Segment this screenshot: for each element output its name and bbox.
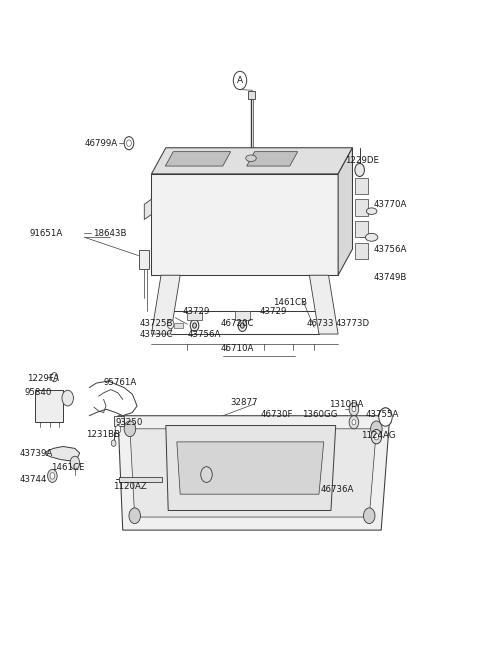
Circle shape	[50, 473, 55, 479]
Text: 43755A: 43755A	[365, 410, 399, 419]
Polygon shape	[165, 152, 231, 166]
Text: 32877: 32877	[230, 398, 258, 407]
Text: 43770A: 43770A	[374, 200, 408, 209]
Circle shape	[233, 71, 247, 90]
Bar	[235, 311, 250, 320]
Circle shape	[352, 420, 356, 425]
Circle shape	[240, 323, 244, 328]
Ellipse shape	[365, 233, 378, 241]
Text: 43749B: 43749B	[374, 273, 408, 282]
Text: 1461CE: 1461CE	[51, 463, 84, 472]
Circle shape	[355, 164, 364, 176]
Text: 95761A: 95761A	[104, 378, 137, 387]
Text: 46710A: 46710A	[221, 344, 254, 353]
Polygon shape	[46, 447, 80, 461]
Bar	[114, 416, 124, 426]
Circle shape	[363, 508, 375, 523]
Circle shape	[127, 140, 132, 147]
Circle shape	[62, 390, 73, 406]
Polygon shape	[144, 199, 152, 219]
Text: 46730F: 46730F	[261, 410, 293, 419]
Polygon shape	[130, 429, 376, 517]
Text: 95840: 95840	[24, 388, 52, 398]
Circle shape	[371, 430, 382, 444]
Circle shape	[371, 421, 382, 437]
Polygon shape	[118, 416, 390, 530]
Circle shape	[129, 508, 141, 523]
Bar	[35, 390, 63, 422]
Text: 46736A: 46736A	[321, 485, 354, 494]
Text: 1360GG: 1360GG	[302, 410, 338, 419]
Text: 1120AZ: 1120AZ	[113, 482, 147, 491]
Circle shape	[379, 408, 392, 426]
Circle shape	[124, 421, 136, 437]
Text: 43756A: 43756A	[374, 244, 408, 253]
Circle shape	[51, 373, 58, 382]
Polygon shape	[355, 178, 368, 194]
Bar	[187, 311, 202, 320]
Text: 1231BB: 1231BB	[86, 430, 120, 440]
Text: 1229FA: 1229FA	[27, 374, 59, 383]
Circle shape	[349, 403, 359, 416]
Text: 43739A: 43739A	[20, 449, 53, 458]
Circle shape	[167, 320, 174, 329]
Text: 93250: 93250	[116, 418, 143, 427]
Text: 43744: 43744	[20, 476, 48, 484]
Bar	[248, 91, 255, 99]
Text: 43730C: 43730C	[140, 329, 173, 339]
Text: 46733: 46733	[307, 319, 335, 328]
Circle shape	[238, 320, 247, 331]
Circle shape	[352, 407, 356, 412]
Text: 46799A: 46799A	[84, 139, 118, 147]
Text: 18643B: 18643B	[93, 229, 127, 238]
Circle shape	[190, 320, 199, 331]
Circle shape	[201, 467, 212, 482]
Polygon shape	[355, 221, 368, 237]
Text: 43729: 43729	[182, 307, 210, 316]
Polygon shape	[152, 174, 338, 275]
Polygon shape	[355, 242, 368, 259]
Text: 43773D: 43773D	[336, 319, 370, 328]
Bar	[120, 477, 162, 481]
Text: 1229DE: 1229DE	[345, 157, 379, 165]
Circle shape	[115, 426, 121, 434]
Circle shape	[124, 137, 134, 150]
Text: 43725B: 43725B	[140, 319, 173, 328]
Polygon shape	[355, 199, 368, 215]
Polygon shape	[247, 152, 298, 166]
Ellipse shape	[246, 155, 256, 162]
Circle shape	[111, 440, 116, 447]
Bar	[139, 250, 149, 269]
Polygon shape	[310, 275, 338, 334]
Circle shape	[48, 470, 57, 482]
Bar	[174, 323, 183, 328]
Text: A: A	[237, 76, 243, 85]
Ellipse shape	[366, 208, 377, 214]
Text: 43729: 43729	[259, 307, 287, 316]
Polygon shape	[152, 148, 352, 174]
Circle shape	[192, 323, 196, 328]
Text: 1310DA: 1310DA	[329, 400, 363, 409]
Circle shape	[349, 416, 359, 429]
Text: 91651A: 91651A	[29, 229, 63, 238]
Polygon shape	[152, 275, 180, 334]
Circle shape	[70, 457, 80, 470]
Text: 1461CB: 1461CB	[274, 298, 308, 307]
Polygon shape	[177, 442, 324, 494]
Circle shape	[374, 434, 379, 440]
Text: 43756A: 43756A	[187, 329, 221, 339]
Text: 1124AG: 1124AG	[360, 432, 395, 441]
Text: 46720C: 46720C	[221, 319, 254, 328]
Polygon shape	[166, 426, 336, 510]
Polygon shape	[338, 148, 352, 275]
